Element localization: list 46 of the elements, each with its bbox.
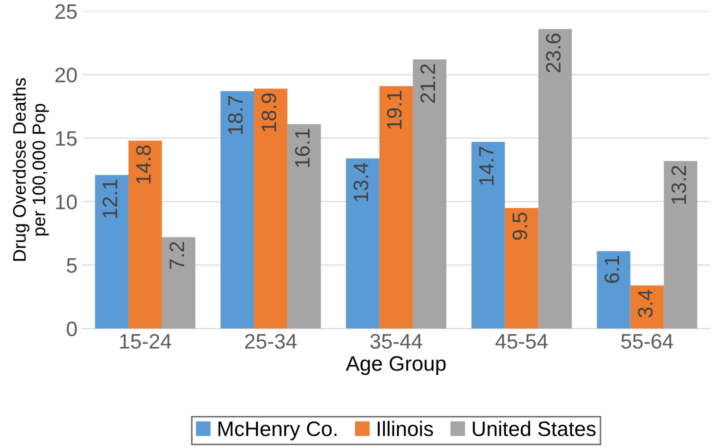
data-label: 13.4 bbox=[354, 162, 368, 202]
y-tick-label: 5 bbox=[66, 258, 77, 273]
x-tick-label: 25-34 bbox=[245, 334, 297, 349]
legend-label: Illinois bbox=[378, 420, 433, 436]
bar bbox=[538, 28, 572, 329]
bar bbox=[254, 88, 288, 329]
y-tick-label: 10 bbox=[56, 194, 77, 210]
x-tick-label: 35-44 bbox=[370, 334, 422, 349]
data-label: 9.5 bbox=[512, 212, 528, 240]
data-label: 16.1 bbox=[294, 128, 310, 167]
data-label: 14.7 bbox=[479, 146, 494, 185]
y-tick-label: 15 bbox=[56, 131, 77, 146]
bar bbox=[128, 140, 162, 329]
bar bbox=[471, 142, 505, 329]
bar bbox=[596, 251, 630, 329]
y-axis-title: Drug Overdose Deaths per 100,000 Pop bbox=[12, 78, 49, 261]
data-label: 6.1 bbox=[604, 256, 620, 283]
data-label: 14.8 bbox=[136, 145, 151, 184]
bar bbox=[287, 124, 321, 329]
data-label: 3.4 bbox=[638, 290, 653, 318]
bar bbox=[95, 174, 128, 329]
data-label: 7.2 bbox=[169, 242, 184, 269]
data-label: 18.7 bbox=[228, 96, 243, 134]
data-label: 12.1 bbox=[102, 180, 118, 218]
bar bbox=[504, 208, 538, 329]
bar bbox=[630, 285, 664, 329]
bar bbox=[346, 158, 380, 329]
x-tick-label: 55-64 bbox=[621, 334, 674, 349]
bar bbox=[379, 86, 413, 329]
legend-label: United States bbox=[472, 420, 596, 436]
x-tick-label: 45-54 bbox=[495, 334, 548, 349]
data-label: 23.6 bbox=[546, 34, 561, 72]
data-label: 13.2 bbox=[671, 166, 686, 204]
data-label: 21.2 bbox=[420, 64, 435, 103]
bar bbox=[162, 237, 196, 329]
legend-label: McHenry Co. bbox=[218, 421, 336, 440]
y-tick-label: 20 bbox=[55, 68, 77, 82]
y-tick-label: 25 bbox=[55, 4, 77, 19]
y-tick-label: 0 bbox=[66, 322, 77, 336]
bar bbox=[664, 160, 698, 329]
x-axis-title: Age Group bbox=[346, 356, 446, 376]
bar bbox=[220, 91, 254, 329]
bar bbox=[412, 59, 446, 329]
x-tick-label: 15-24 bbox=[120, 334, 172, 349]
data-label: 19.1 bbox=[386, 90, 402, 129]
data-label: 18.9 bbox=[262, 93, 276, 132]
